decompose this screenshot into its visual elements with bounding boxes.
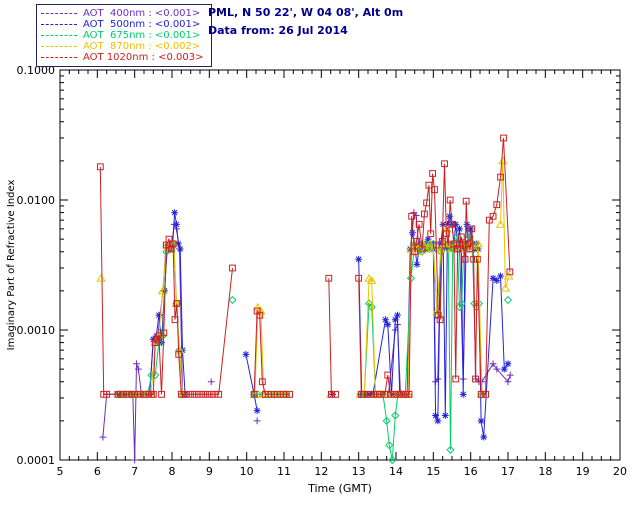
legend-entry-aot-870nm: AOT 870nm : <0.002> — [41, 41, 203, 52]
svg-text:0.0001: 0.0001 — [17, 454, 56, 467]
series-aot-675nm — [115, 232, 513, 465]
legend-entry-label: AOT 675nm : <0.001> — [83, 30, 201, 41]
svg-text:16: 16 — [464, 465, 478, 478]
axis-ticks — [59, 69, 621, 461]
series-line — [119, 160, 510, 395]
date-info: Data from: 26 Jul 2014 — [208, 24, 348, 37]
x-axis-label: Time (GMT) — [307, 482, 372, 495]
y-axis-label: Imaginary Part of Refractive Index — [6, 180, 17, 351]
svg-text:6: 6 — [94, 465, 101, 478]
plot-frame — [59, 69, 621, 461]
svg-text:8: 8 — [169, 465, 176, 478]
svg-text:0.0100: 0.0100 — [17, 194, 56, 207]
legend-entry-aot-400nm: AOT 400nm : <0.001> — [41, 8, 203, 19]
svg-text:19: 19 — [576, 465, 590, 478]
series-markers-square — [96, 134, 514, 398]
legend-entry-label: AOT 1020nm : <0.003> — [83, 52, 204, 63]
svg-text:14: 14 — [389, 465, 403, 478]
legend-box: AOT 400nm : <0.001> AOT 500nm : <0.001> AO… — [36, 4, 213, 67]
legend-line-sample — [41, 35, 77, 36]
svg-text:17: 17 — [501, 465, 515, 478]
svg-text:0.1000: 0.1000 — [17, 64, 56, 77]
plot-header: PML, N 50 22', W 04 08', Alt 0m Data fro… — [208, 6, 403, 42]
legend-entry-aot-1020nm: AOT 1020nm : <0.003> — [41, 52, 203, 63]
svg-text:0.0010: 0.0010 — [17, 324, 56, 337]
legend-entry-aot-675nm: AOT 675nm : <0.001> — [41, 30, 203, 41]
svg-text:18: 18 — [538, 465, 552, 478]
svg-text:13: 13 — [352, 465, 366, 478]
svg-text:7: 7 — [131, 465, 138, 478]
legend-entry-label: AOT 400nm : <0.001> — [83, 8, 201, 19]
axis-tick-labels: 5 6 7 8 9 10 11 12 13 14 15 16 17 18 19 20 0.0001 0.0010 0… — [17, 64, 628, 478]
svg-text:11: 11 — [277, 465, 291, 478]
legend-entry-aot-500nm: AOT 500nm : <0.001> — [41, 19, 203, 30]
svg-text:20: 20 — [613, 465, 627, 478]
series-aot-1020nm — [96, 134, 514, 398]
legend-line-sample — [41, 24, 77, 25]
series-aot-870nm — [96, 156, 514, 398]
legend-entry-label: AOT 500nm : <0.001> — [83, 19, 201, 30]
legend-line-sample — [41, 57, 77, 58]
svg-text:5: 5 — [57, 465, 64, 478]
svg-text:9: 9 — [206, 465, 213, 478]
svg-text:10: 10 — [240, 465, 254, 478]
site-info: PML, N 50 22', W 04 08', Alt 0m — [208, 6, 404, 19]
legend-line-sample — [41, 46, 77, 47]
legend-line-sample — [41, 13, 77, 14]
series-markers-triangle — [96, 156, 514, 398]
svg-text:12: 12 — [314, 465, 328, 478]
legend-entry-label: AOT 870nm : <0.002> — [83, 41, 201, 52]
svg-text:15: 15 — [426, 465, 440, 478]
